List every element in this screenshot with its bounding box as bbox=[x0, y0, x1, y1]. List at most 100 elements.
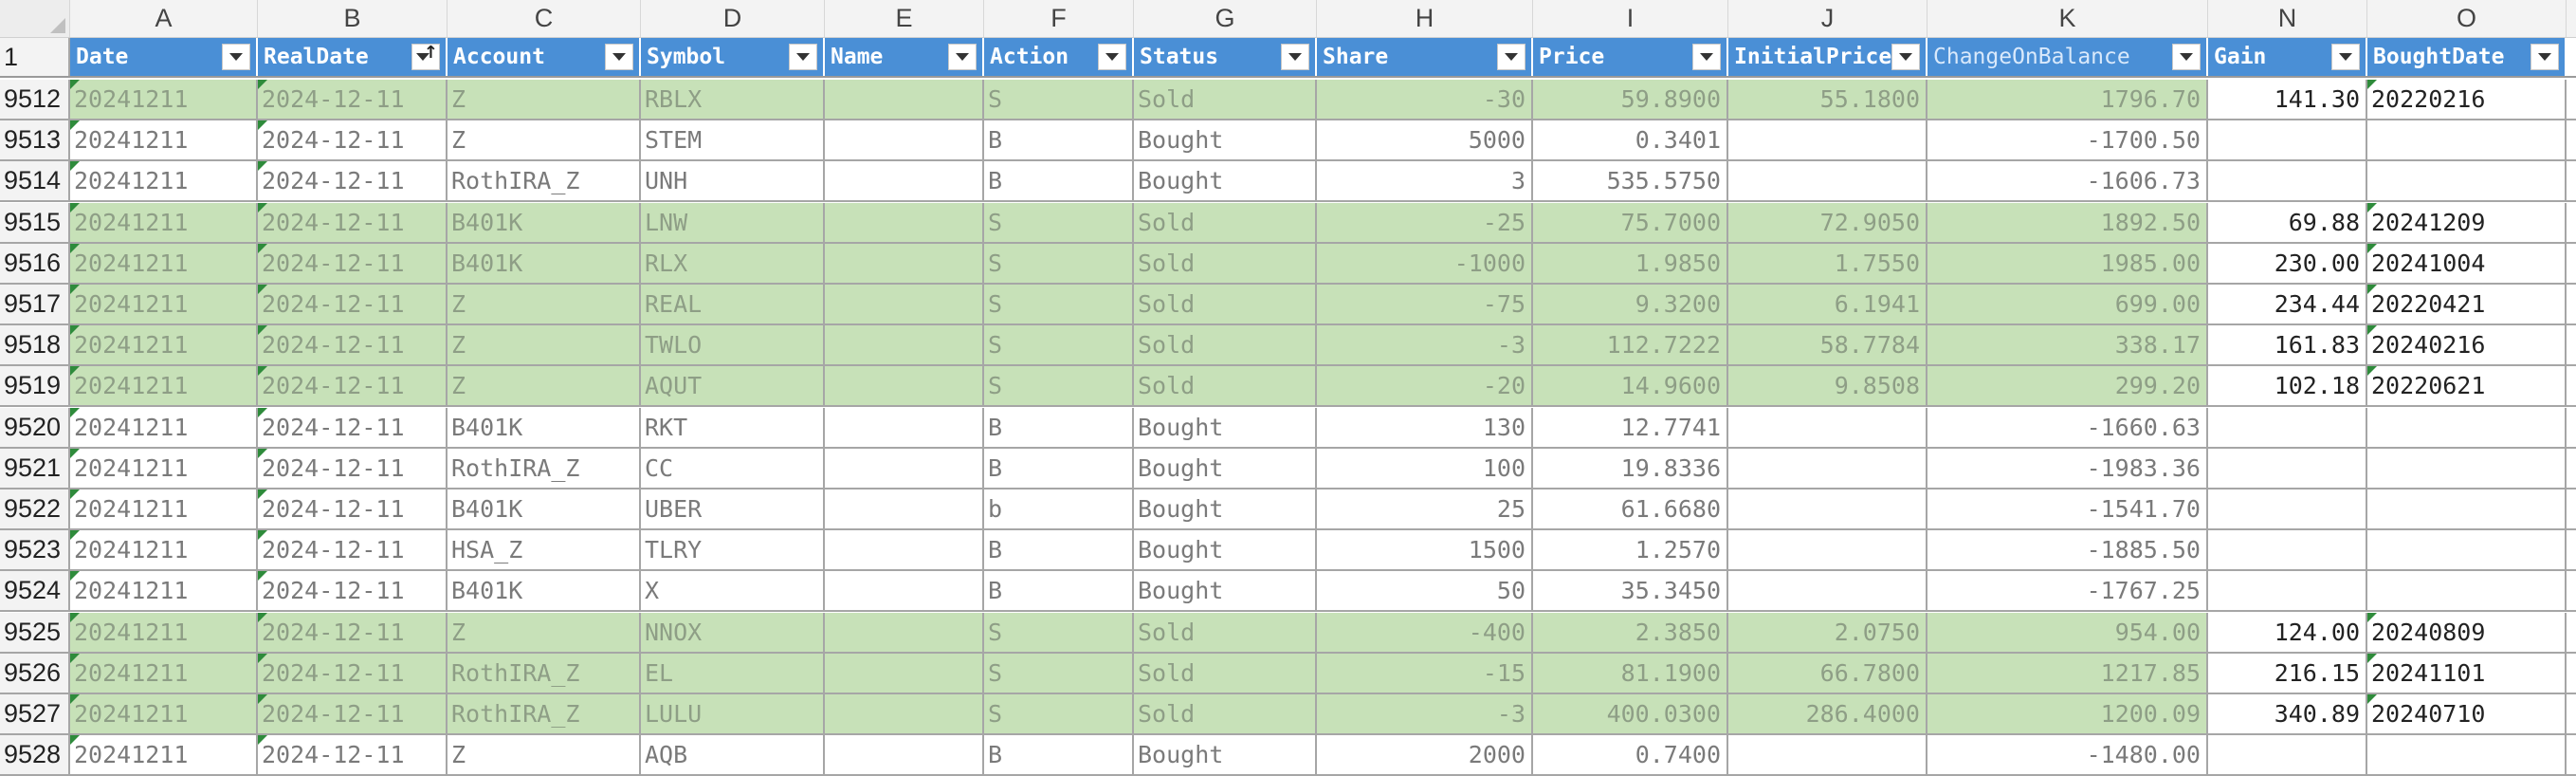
cell-account[interactable]: Z bbox=[448, 285, 641, 323]
cell-date[interactable]: 20241211 bbox=[70, 530, 258, 570]
cell-symbol[interactable]: LULU bbox=[641, 694, 825, 733]
cell-realdate[interactable]: 2024-12-11 bbox=[258, 612, 448, 652]
column-letter-c[interactable]: C bbox=[448, 0, 641, 37]
row-number[interactable]: 9524 bbox=[0, 571, 70, 611]
cell-share[interactable]: 1500 bbox=[1317, 530, 1533, 570]
cell-realdate[interactable]: 2024-12-11 bbox=[258, 161, 448, 201]
header-cell-share[interactable]: Share bbox=[1317, 38, 1533, 76]
filter-dropdown-button[interactable] bbox=[789, 44, 817, 70]
cell-initialprice[interactable]: 2.0750 bbox=[1728, 612, 1927, 652]
cell-status[interactable]: Bought bbox=[1134, 571, 1317, 611]
row-number[interactable]: 9525 bbox=[0, 612, 70, 652]
cell-name[interactable] bbox=[825, 120, 984, 160]
cell-realdate[interactable]: 2024-12-11 bbox=[258, 694, 448, 733]
cell-account[interactable]: Z bbox=[448, 366, 641, 406]
cell-status[interactable]: Sold bbox=[1134, 612, 1317, 652]
cell-account[interactable]: Z bbox=[448, 612, 641, 652]
cell-realdate[interactable]: 2024-12-11 bbox=[258, 653, 448, 693]
header-cell-status[interactable]: Status bbox=[1134, 38, 1317, 76]
filter-dropdown-button[interactable]: ↑ bbox=[411, 43, 440, 70]
cell-status[interactable]: Bought bbox=[1134, 120, 1317, 160]
cell-share[interactable]: -3 bbox=[1317, 694, 1533, 733]
cell-symbol[interactable]: AQUT bbox=[641, 366, 825, 406]
cell-date[interactable]: 20241211 bbox=[70, 694, 258, 733]
cell-gain[interactable] bbox=[2208, 120, 2367, 160]
header-cell-realdate[interactable]: RealDate ↑ bbox=[258, 38, 448, 76]
cell-status[interactable]: Sold bbox=[1134, 243, 1317, 283]
cell-changeonbalance[interactable]: 299.20 bbox=[1927, 366, 2208, 406]
cell-initialprice[interactable]: 58.7784 bbox=[1728, 325, 1927, 365]
cell-price[interactable]: 81.1900 bbox=[1533, 653, 1728, 693]
row-number[interactable]: 9512 bbox=[0, 80, 70, 119]
filter-dropdown-button[interactable] bbox=[1891, 44, 1920, 70]
cell-price[interactable]: 19.8336 bbox=[1533, 448, 1728, 488]
cell-boughtdate[interactable] bbox=[2367, 571, 2567, 611]
cell-name[interactable] bbox=[825, 80, 984, 119]
row-number[interactable]: 9520 bbox=[0, 407, 70, 447]
header-cell-initialprice[interactable]: InitialPrice bbox=[1728, 38, 1927, 76]
cell-changeonbalance[interactable]: 1985.00 bbox=[1927, 243, 2208, 283]
cell-symbol[interactable]: UBER bbox=[641, 490, 825, 528]
cell-gain[interactable]: 161.83 bbox=[2208, 325, 2367, 365]
cell-name[interactable] bbox=[825, 530, 984, 570]
cell-price[interactable]: 61.6680 bbox=[1533, 490, 1728, 528]
cell-realdate[interactable]: 2024-12-11 bbox=[258, 530, 448, 570]
column-letter-k[interactable]: K bbox=[1927, 0, 2208, 37]
cell-status[interactable]: Bought bbox=[1134, 448, 1317, 488]
cell-boughtdate[interactable]: 20240809 bbox=[2367, 612, 2567, 652]
cell-initialprice[interactable] bbox=[1728, 448, 1927, 488]
cell-initialprice[interactable]: 6.1941 bbox=[1728, 285, 1927, 323]
cell-gain[interactable]: 340.89 bbox=[2208, 694, 2367, 733]
cell-action[interactable]: B bbox=[984, 407, 1134, 447]
cell-gain[interactable]: 102.18 bbox=[2208, 366, 2367, 406]
row-number[interactable]: 9517 bbox=[0, 285, 70, 323]
cell-boughtdate[interactable]: 20241209 bbox=[2367, 202, 2567, 242]
cell-boughtdate[interactable] bbox=[2367, 120, 2567, 160]
cell-account[interactable]: RothIRA_Z bbox=[448, 694, 641, 733]
cell-account[interactable]: RothIRA_Z bbox=[448, 448, 641, 488]
cell-gain[interactable]: 216.15 bbox=[2208, 653, 2367, 693]
cell-gain[interactable] bbox=[2208, 530, 2367, 570]
cell-realdate[interactable]: 2024-12-11 bbox=[258, 407, 448, 447]
cell-date[interactable]: 20241211 bbox=[70, 80, 258, 119]
cell-symbol[interactable]: X bbox=[641, 571, 825, 611]
row-number[interactable]: 9515 bbox=[0, 202, 70, 242]
header-cell-changeonbalance[interactable]: ChangeOnBalance bbox=[1927, 38, 2208, 76]
cell-status[interactable]: Bought bbox=[1134, 161, 1317, 201]
cell-share[interactable]: 5000 bbox=[1317, 120, 1533, 160]
cell-price[interactable]: 75.7000 bbox=[1533, 202, 1728, 242]
cell-gain[interactable]: 124.00 bbox=[2208, 612, 2367, 652]
cell-share[interactable]: -15 bbox=[1317, 653, 1533, 693]
filter-dropdown-button[interactable] bbox=[1098, 44, 1126, 70]
cell-date[interactable]: 20241211 bbox=[70, 243, 258, 283]
cell-account[interactable]: B401K bbox=[448, 490, 641, 528]
cell-symbol[interactable]: RKT bbox=[641, 407, 825, 447]
column-letter-g[interactable]: G bbox=[1134, 0, 1317, 37]
cell-action[interactable]: S bbox=[984, 80, 1134, 119]
cell-gain[interactable]: 69.88 bbox=[2208, 202, 2367, 242]
cell-symbol[interactable]: REAL bbox=[641, 285, 825, 323]
cell-changeonbalance[interactable]: 699.00 bbox=[1927, 285, 2208, 323]
row-number[interactable]: 9522 bbox=[0, 490, 70, 528]
cell-account[interactable]: HSA_Z bbox=[448, 530, 641, 570]
cell-price[interactable]: 35.3450 bbox=[1533, 571, 1728, 611]
cell-account[interactable]: Z bbox=[448, 735, 641, 775]
cell-date[interactable]: 20241211 bbox=[70, 653, 258, 693]
row-number[interactable]: 9513 bbox=[0, 120, 70, 160]
cell-realdate[interactable]: 2024-12-11 bbox=[258, 80, 448, 119]
cell-changeonbalance[interactable]: -1885.50 bbox=[1927, 530, 2208, 570]
cell-changeonbalance[interactable]: -1660.63 bbox=[1927, 407, 2208, 447]
cell-symbol[interactable]: CC bbox=[641, 448, 825, 488]
column-letter-j[interactable]: J bbox=[1728, 0, 1927, 37]
filter-dropdown-button[interactable] bbox=[1281, 44, 1309, 70]
cell-name[interactable] bbox=[825, 285, 984, 323]
cell-gain[interactable] bbox=[2208, 571, 2367, 611]
cell-account[interactable]: B401K bbox=[448, 407, 641, 447]
cell-boughtdate[interactable] bbox=[2367, 161, 2567, 201]
cell-account[interactable]: Z bbox=[448, 325, 641, 365]
cell-date[interactable]: 20241211 bbox=[70, 490, 258, 528]
cell-share[interactable]: 50 bbox=[1317, 571, 1533, 611]
filter-dropdown-button[interactable] bbox=[1692, 44, 1721, 70]
cell-boughtdate[interactable]: 20241101 bbox=[2367, 653, 2567, 693]
cell-realdate[interactable]: 2024-12-11 bbox=[258, 571, 448, 611]
